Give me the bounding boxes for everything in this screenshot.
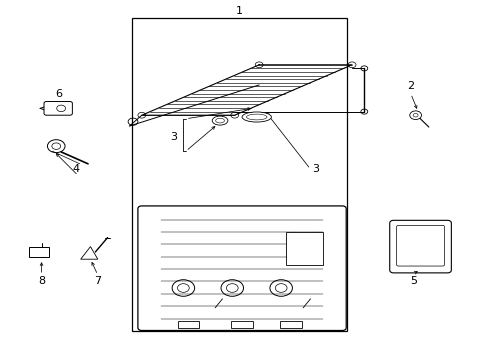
FancyBboxPatch shape bbox=[44, 102, 72, 115]
Ellipse shape bbox=[215, 118, 224, 123]
Text: 6: 6 bbox=[55, 89, 62, 99]
Text: 2: 2 bbox=[407, 81, 413, 91]
Bar bbox=[29, 247, 49, 257]
Bar bbox=[285, 232, 322, 265]
FancyBboxPatch shape bbox=[396, 225, 444, 266]
FancyBboxPatch shape bbox=[138, 206, 346, 330]
Text: 7: 7 bbox=[94, 276, 101, 286]
Text: 3: 3 bbox=[170, 132, 177, 142]
Text: 3: 3 bbox=[311, 164, 318, 174]
Polygon shape bbox=[81, 247, 98, 259]
FancyBboxPatch shape bbox=[389, 220, 450, 273]
Ellipse shape bbox=[212, 116, 227, 125]
Ellipse shape bbox=[242, 112, 271, 122]
Bar bbox=[177, 321, 199, 328]
Bar bbox=[231, 321, 252, 328]
Ellipse shape bbox=[246, 114, 266, 120]
Text: 8: 8 bbox=[38, 276, 45, 286]
Bar bbox=[280, 321, 301, 328]
Text: 5: 5 bbox=[409, 276, 416, 286]
Bar bbox=[132, 18, 346, 331]
Text: 4: 4 bbox=[72, 164, 79, 174]
Text: 1: 1 bbox=[236, 6, 243, 16]
